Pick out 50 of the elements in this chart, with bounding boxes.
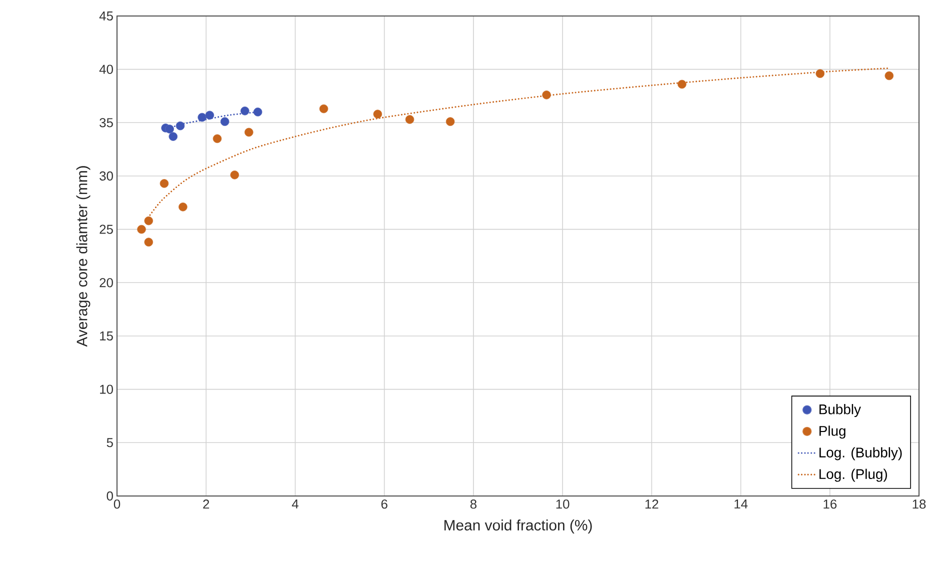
point [160,179,169,188]
x-tick-label: 8 [470,500,476,509]
point [230,170,240,180]
y-tick-label: 15 [100,331,113,340]
point [168,132,178,141]
x-axis-title: Mean void fraction (%) [444,520,592,534]
point [253,108,262,116]
y-tick-label: 35 [100,118,113,128]
x-tick-label: 10 [556,500,570,509]
point [244,128,254,137]
point [144,238,154,247]
y-tick-label: 25 [100,224,113,234]
y-axis-title: Average core diamter (mm) [76,166,90,347]
point [405,115,414,124]
point [178,202,188,212]
point [137,224,146,234]
point [212,134,222,144]
x-tick-label: 12 [645,500,658,509]
point [220,117,230,126]
y-tick-label: 40 [99,64,113,74]
y-tick-label: 45 [99,11,113,20]
x-tick-label: 16 [824,500,837,509]
y-tick-label: 10 [100,384,113,394]
y-tick-label: 5 [106,438,113,448]
point [678,80,686,89]
y-tick-label: 30 [100,171,113,181]
legend-label: Log. (Bubbly) [819,447,902,460]
point [319,104,328,114]
point [542,90,551,100]
legend-label: Plug [819,426,846,439]
point [165,124,174,134]
point [373,110,382,119]
x-tick-label: 14 [734,500,748,508]
x-tick-label: 6 [381,500,388,509]
x-tick-label: 4 [292,500,298,508]
point [816,69,824,78]
point [176,121,185,130]
x-tick-label: 2 [203,500,210,509]
x-tick-label: 0 [114,500,120,509]
legend-label: Bubbly [819,404,861,418]
point [446,117,455,126]
y-tick-label: 0 [106,491,113,501]
point [240,106,250,116]
y-tick-label: 20 [100,278,113,288]
point [198,112,207,122]
legend-label: Log. (Plug) [819,468,887,482]
point [205,110,214,120]
point [884,71,894,80]
point [144,216,154,226]
x-tick-label: 18 [912,500,926,509]
